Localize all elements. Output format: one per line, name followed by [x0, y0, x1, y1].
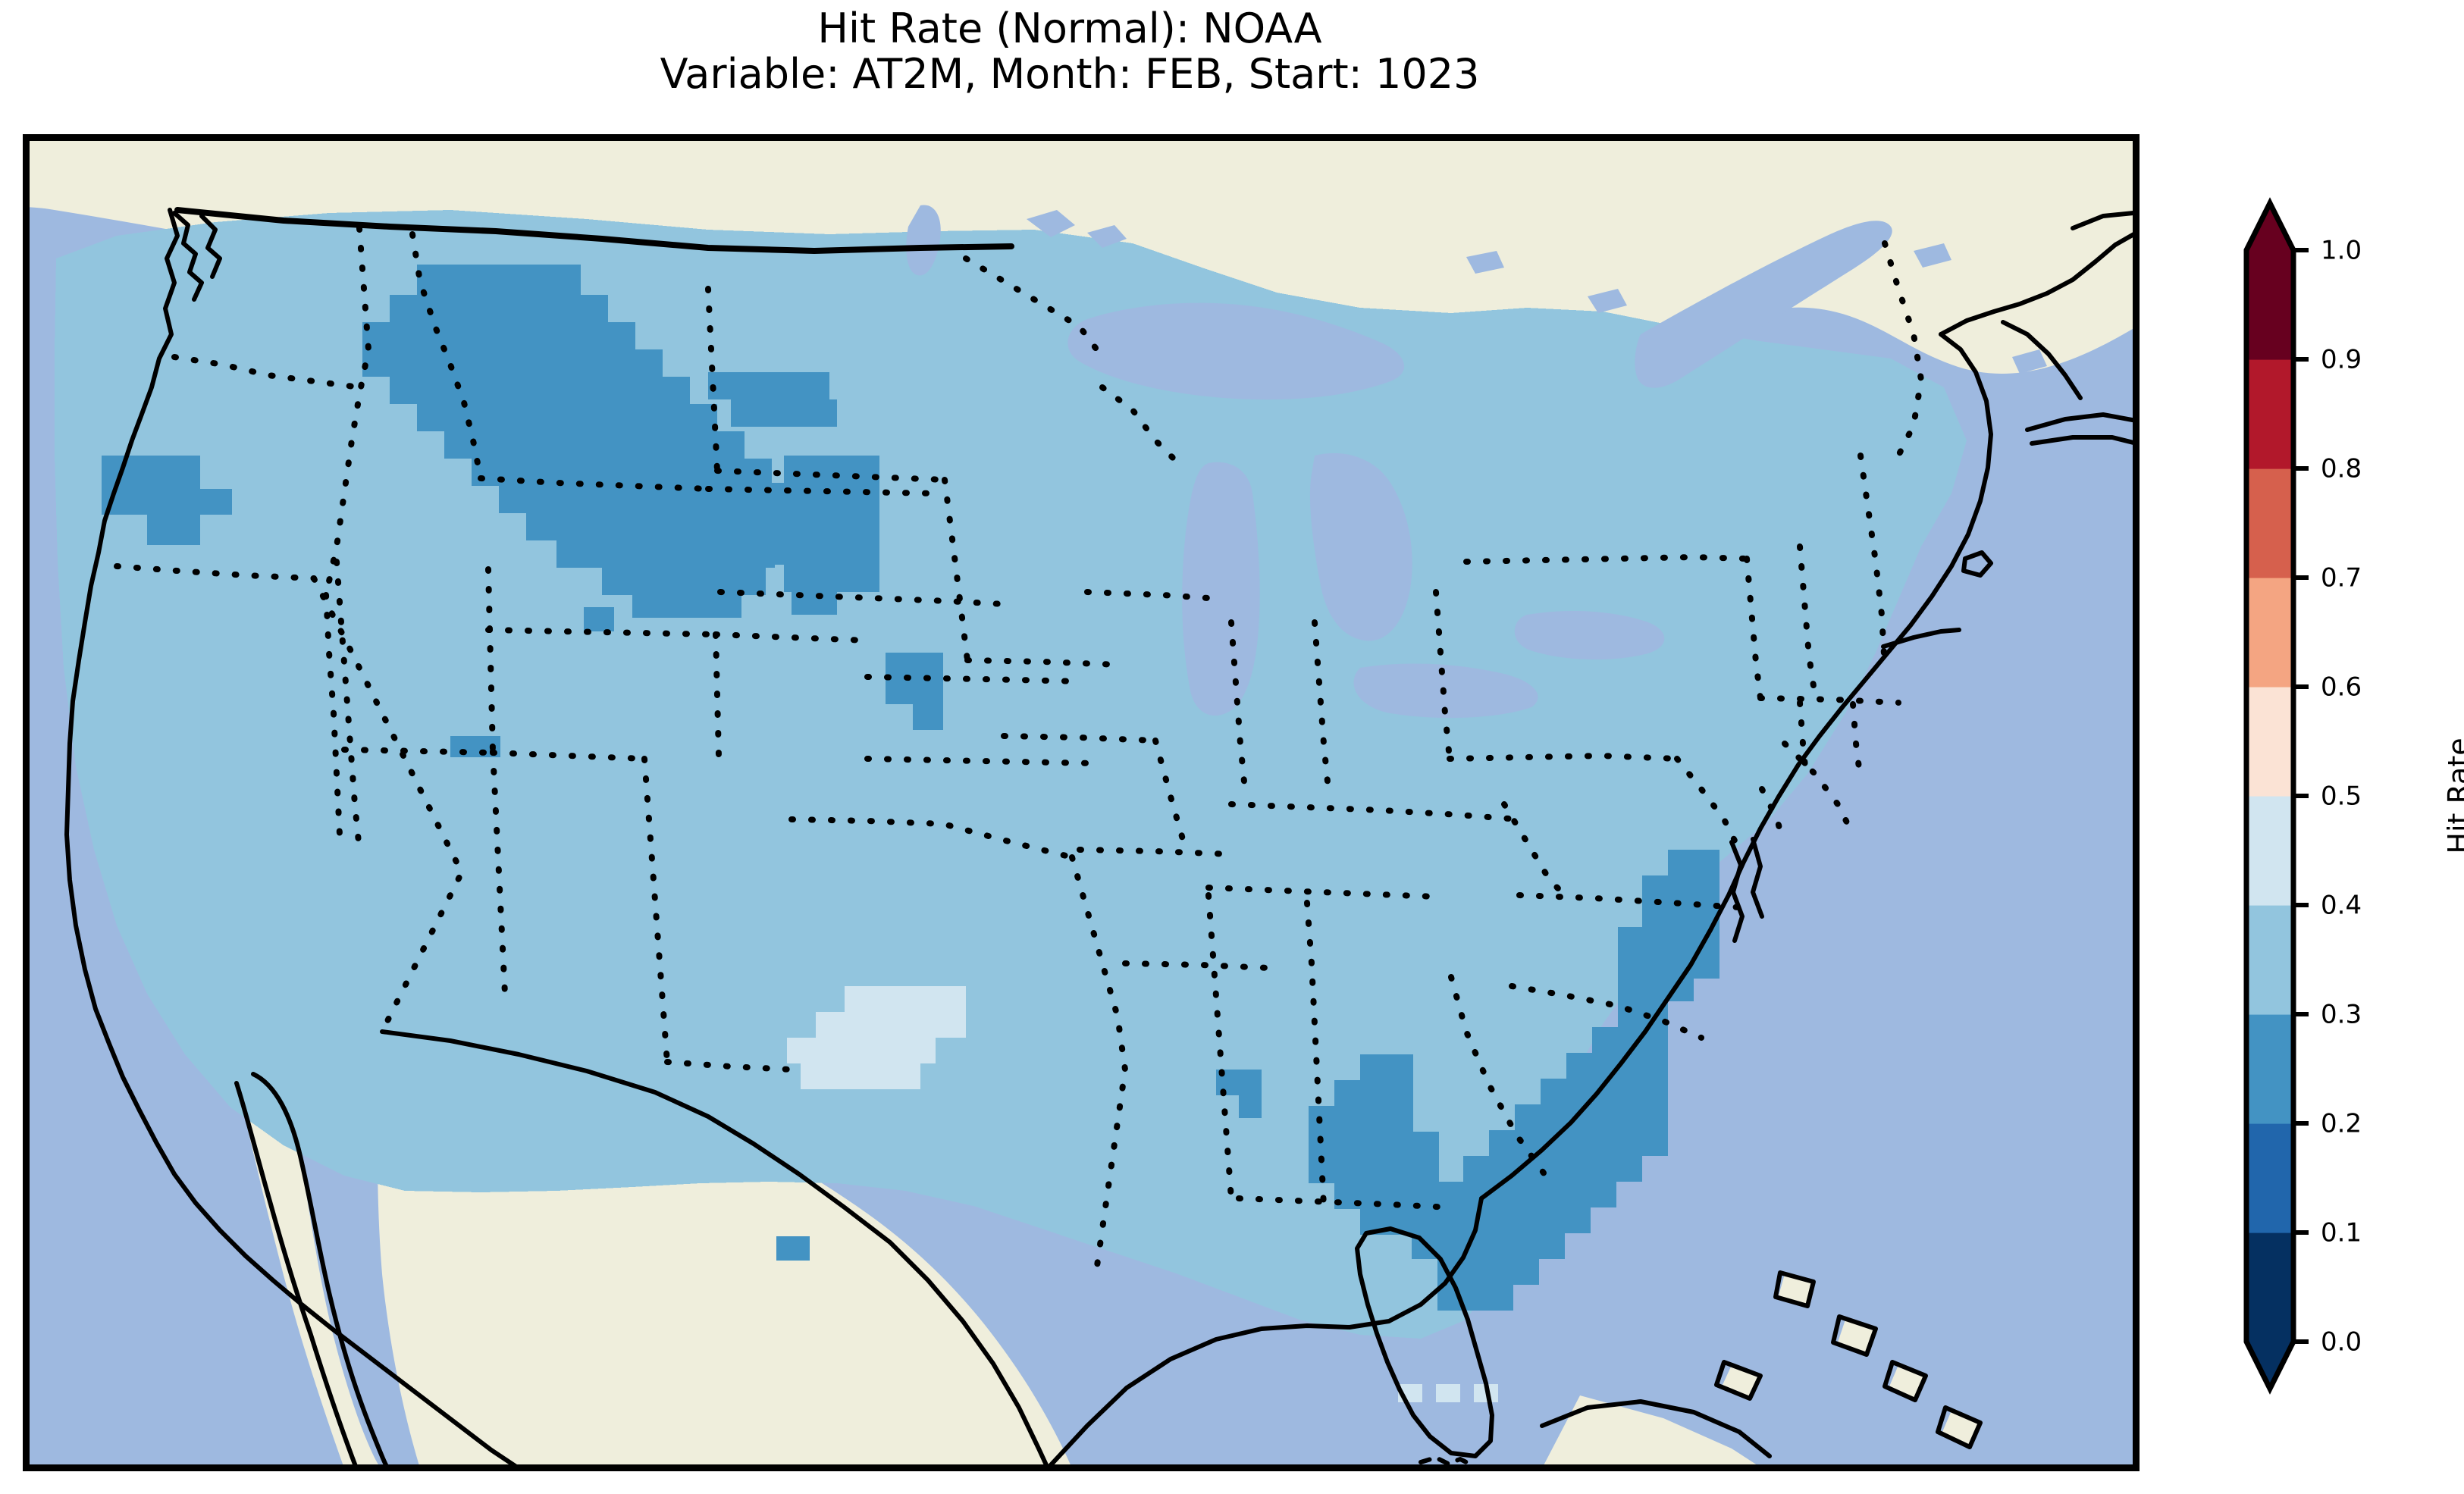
- colorbar-tick-label: 0.0: [2321, 1327, 2362, 1358]
- colorbar-band-0.8: [2246, 359, 2293, 469]
- colorbar-tick-label: 0.9: [2321, 345, 2362, 375]
- colorbar-bands: [2246, 203, 2293, 1389]
- title-line-2: Variable: AT2M, Month: FEB, Start: 1023: [660, 50, 1480, 98]
- great-lakes-layer: [906, 205, 2047, 719]
- map-frame: [26, 137, 2136, 1468]
- colorbar-over-arrow: [2246, 203, 2293, 250]
- colorbar-under-arrow: [2246, 1342, 2293, 1389]
- map-axes[interactable]: [23, 134, 2140, 1471]
- colorbar-label: Hit Rate: [2442, 738, 2464, 854]
- colorbar-tick-label: 0.4: [2321, 891, 2362, 921]
- colorbar-band-0.6: [2246, 578, 2293, 687]
- colorbar-band-0.9: [2246, 250, 2293, 360]
- colorbar-tick-label: 0.8: [2321, 454, 2362, 484]
- colorbar-band-0.5: [2246, 687, 2293, 797]
- colorbar-svg[interactable]: 1.0 0.9 0.8 0.7 0.6 0.5 0.4 0.3 0.2 0.1 0.0: [2227, 197, 2424, 1395]
- colorbar-band-0.3: [2246, 905, 2293, 1015]
- colorbar-band-0.0: [2246, 1232, 2293, 1342]
- colorbar-band-0.2: [2246, 1014, 2293, 1124]
- colorbar-tick-label: 0.1: [2321, 1218, 2362, 1248]
- state-border-layer: [114, 225, 1925, 1285]
- colorbar-tick-label: 0.3: [2321, 1000, 2362, 1030]
- colorbar-tick-label: 0.2: [2321, 1109, 2362, 1139]
- map-plot[interactable]: [26, 137, 2136, 1468]
- colorbar-tick-label: 1.0: [2321, 236, 2362, 266]
- colorbar-tick-label: 0.6: [2321, 672, 2362, 703]
- colorbar[interactable]: 1.0 0.9 0.8 0.7 0.6 0.5 0.4 0.3 0.2 0.1 0.0: [2243, 197, 2362, 1395]
- colorbar-tick-label: 0.5: [2321, 781, 2362, 812]
- colorbar-band-0.7: [2246, 468, 2293, 578]
- colorbar-tick-label: 0.7: [2321, 563, 2362, 594]
- colorbar-ticks: 1.0 0.9 0.8 0.7 0.6 0.5 0.4 0.3 0.2 0.1 0.0: [2293, 236, 2362, 1358]
- page-title: Hit Rate (Normal): NOAA Variable: AT2M, …: [0, 6, 2140, 97]
- colorbar-band-0.1: [2246, 1123, 2293, 1233]
- title-line-1: Hit Rate (Normal): NOAA: [817, 5, 1322, 52]
- colorbar-band-0.4: [2246, 796, 2293, 906]
- coastline-layer: [64, 207, 2136, 1468]
